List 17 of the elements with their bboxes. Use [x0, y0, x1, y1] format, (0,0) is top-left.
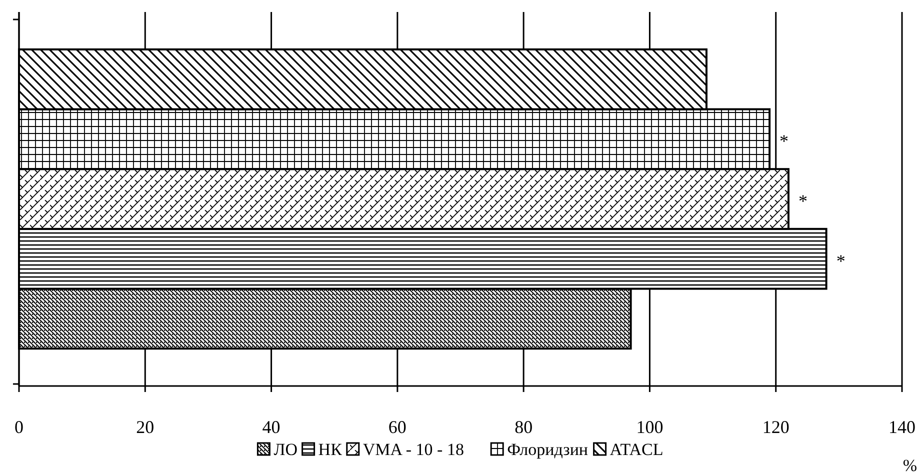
legend-label: ATACL [610, 440, 664, 459]
x-tick-label: 0 [14, 417, 24, 437]
legend-label: VMA - 10 - 18 [362, 440, 464, 459]
legend-label: ЛО [274, 440, 298, 459]
legend-label: НК [318, 440, 343, 459]
x-tick-label: 100 [636, 417, 664, 437]
x-axis-title: % [902, 456, 917, 473]
data-label: * [836, 250, 846, 271]
x-tick-label: 40 [262, 417, 280, 437]
legend-label: Флоридзин [507, 440, 588, 459]
data-label: * [780, 131, 789, 152]
data-label: * [798, 191, 808, 211]
x-tick-label: 140 [888, 417, 916, 437]
x-tick-label: 60 [388, 417, 406, 437]
x-tick-label: 20 [136, 417, 154, 437]
x-tick-label: 80 [514, 417, 533, 437]
x-tick-label: 120 [762, 417, 790, 437]
